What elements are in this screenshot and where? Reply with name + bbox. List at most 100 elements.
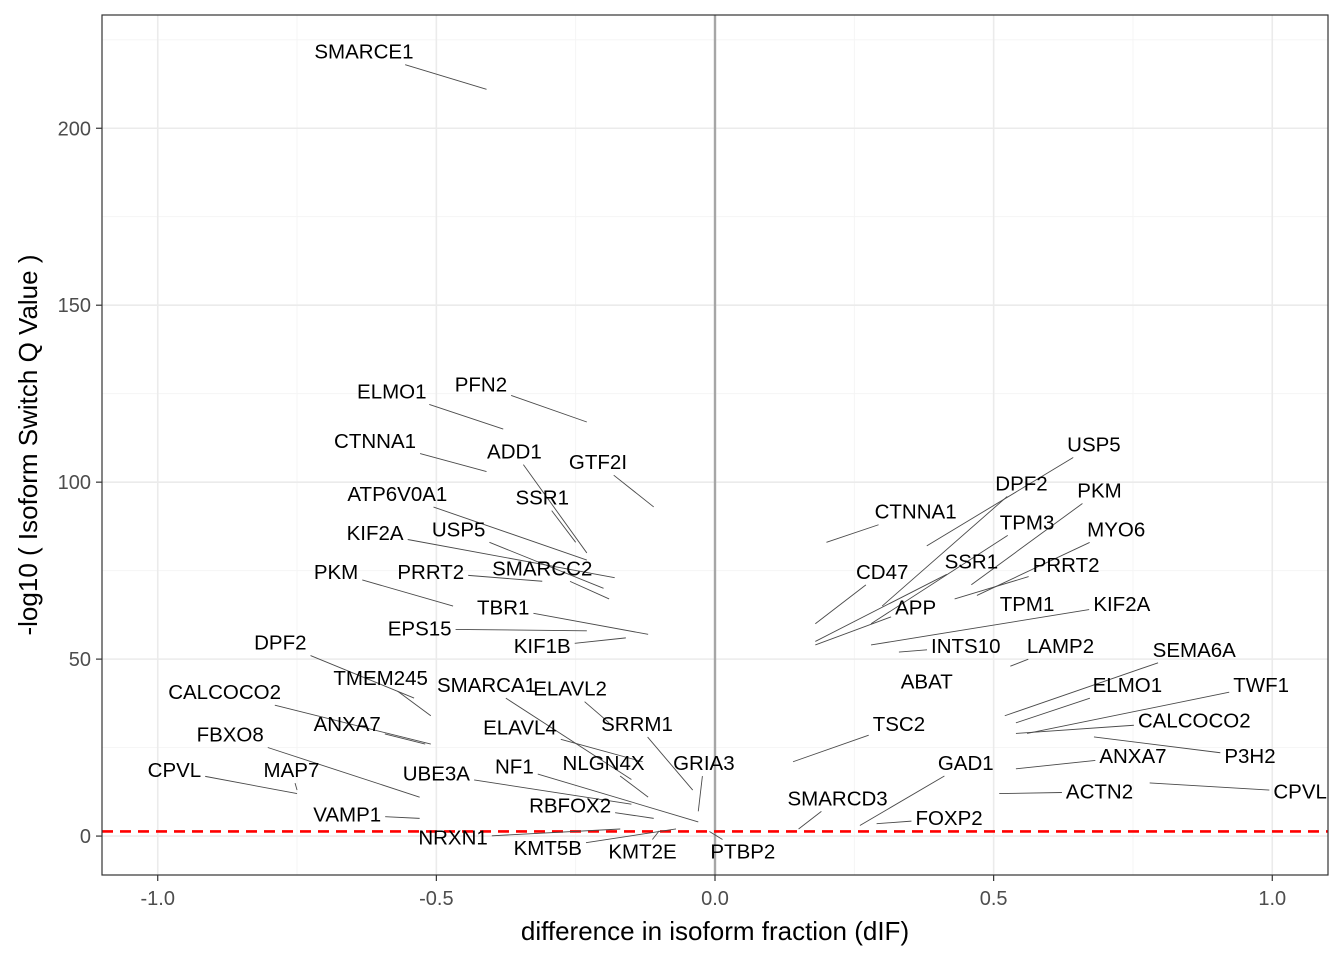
label-leader-line bbox=[533, 612, 649, 635]
label-leader-line bbox=[569, 580, 610, 600]
point-label: KMT5B bbox=[514, 837, 582, 860]
label-leader-line bbox=[385, 816, 420, 819]
point-label: ADD1 bbox=[487, 441, 542, 464]
label-leader-line bbox=[585, 828, 677, 844]
point-label: USP5 bbox=[1067, 434, 1121, 457]
point-label: ABAT bbox=[901, 671, 953, 694]
label-leader-line bbox=[1004, 662, 1159, 717]
point-label: CTNNA1 bbox=[334, 430, 416, 453]
point-label: ANXA7 bbox=[314, 713, 381, 736]
label-leader-line bbox=[574, 637, 626, 644]
point-label: SMARCD3 bbox=[787, 787, 887, 810]
point-label: ELAVL2 bbox=[533, 678, 607, 701]
label-leader-line bbox=[407, 539, 615, 579]
label-leader-line bbox=[584, 701, 610, 724]
label-leader-line bbox=[792, 734, 869, 763]
label-leader-line bbox=[310, 655, 415, 699]
point-label: DPF2 bbox=[254, 632, 306, 655]
label-leader-line bbox=[815, 573, 948, 642]
label-leader-line bbox=[870, 609, 1090, 646]
y-tick-label: 200 bbox=[58, 118, 91, 140]
point-label: UBE3A bbox=[403, 763, 471, 786]
y-tick-label: 100 bbox=[58, 472, 91, 494]
label-leader-line bbox=[510, 395, 587, 423]
point-label: EPS15 bbox=[388, 618, 452, 641]
y-tick-label: 0 bbox=[80, 826, 91, 848]
point-label: ACTN2 bbox=[1066, 780, 1133, 803]
label-leader-line bbox=[274, 704, 431, 745]
point-label: FBXO8 bbox=[197, 724, 264, 747]
label-leader-line bbox=[505, 697, 632, 780]
label-leader-line bbox=[537, 773, 699, 823]
point-label: SMARCC2 bbox=[492, 557, 592, 580]
reference-lines bbox=[102, 15, 1328, 875]
point-label: USP5 bbox=[432, 518, 486, 541]
point-label: SMARCA1 bbox=[437, 674, 536, 697]
x-tick-label: -0.5 bbox=[419, 888, 453, 910]
point-label: KMT2E bbox=[608, 840, 676, 863]
point-label: PKM bbox=[1077, 480, 1121, 503]
point-label: ANXA7 bbox=[1099, 745, 1166, 768]
point-label: CALCOCO2 bbox=[1138, 710, 1251, 733]
point-label: CTNNA1 bbox=[875, 501, 957, 524]
point-label: DPF2 bbox=[995, 472, 1047, 495]
y-tick-label: 150 bbox=[58, 295, 91, 317]
point-label: MYO6 bbox=[1087, 518, 1145, 541]
label-leader-line bbox=[898, 649, 928, 653]
label-leader-line bbox=[455, 628, 587, 632]
point-label: TWF1 bbox=[1233, 674, 1289, 697]
label-leader-line bbox=[1010, 658, 1029, 667]
axis-ticks: -1.0 -0.5 0.0 0.5 1.0 0 50 100 150 200 bbox=[58, 118, 1287, 910]
label-leader-line bbox=[522, 464, 588, 554]
label-leader-line bbox=[815, 584, 867, 625]
point-label: CPVL bbox=[148, 759, 202, 782]
x-tick-label: 0.0 bbox=[701, 888, 729, 910]
label-leader-line bbox=[489, 541, 604, 589]
label-leader-line bbox=[362, 579, 454, 607]
point-label: VAMP1 bbox=[313, 803, 381, 826]
label-leader-line bbox=[1015, 759, 1096, 770]
point-label: ELMO1 bbox=[357, 380, 427, 403]
label-leader-line bbox=[697, 775, 703, 812]
label-leader-line bbox=[798, 811, 822, 830]
label-leader-line bbox=[999, 792, 1062, 795]
point-label: PKM bbox=[314, 561, 358, 584]
y-tick-label: 50 bbox=[69, 649, 91, 671]
point-label: PTBP2 bbox=[710, 840, 775, 863]
label-leader-line bbox=[954, 576, 1029, 600]
point-label: RBFOX2 bbox=[529, 794, 611, 817]
point-label: TMEM245 bbox=[333, 667, 428, 690]
point-label: KIF1B bbox=[514, 635, 571, 658]
x-axis-title: difference in isoform fraction (dIF) bbox=[521, 916, 909, 946]
label-leader-line bbox=[613, 474, 654, 508]
label-leader-line bbox=[1015, 697, 1091, 724]
point-label: LAMP2 bbox=[1027, 635, 1094, 658]
label-leader-line bbox=[615, 812, 654, 819]
point-label: KIF2A bbox=[347, 522, 404, 545]
point-label: SSR1 bbox=[945, 550, 999, 573]
label-leader-line bbox=[397, 690, 432, 717]
point-label: TPM1 bbox=[1000, 593, 1055, 616]
point-label: NRXN1 bbox=[418, 826, 488, 849]
label-leader-line bbox=[619, 775, 649, 798]
point-label: ELMO1 bbox=[1093, 674, 1163, 697]
x-tick-label: 1.0 bbox=[1258, 888, 1286, 910]
point-label: SRRM1 bbox=[601, 713, 673, 736]
label-leader-line bbox=[405, 64, 487, 90]
point-label: TSC2 bbox=[873, 713, 925, 736]
point-label: FOXP2 bbox=[915, 807, 982, 830]
label-leader-line bbox=[1026, 691, 1230, 734]
label-leader-line bbox=[815, 616, 892, 646]
point-label: ATP6V0A1 bbox=[347, 483, 447, 506]
label-leader-line bbox=[1093, 736, 1221, 754]
label-leader-line bbox=[433, 506, 587, 561]
point-label: INTS10 bbox=[931, 635, 1001, 658]
label-leader-line bbox=[709, 831, 723, 840]
point-label: SEMA6A bbox=[1153, 639, 1236, 662]
label-leader-line bbox=[474, 779, 632, 805]
point-label: CALCOCO2 bbox=[168, 681, 281, 704]
x-tick-label: 0.5 bbox=[980, 888, 1008, 910]
point-label: CD47 bbox=[856, 561, 908, 584]
